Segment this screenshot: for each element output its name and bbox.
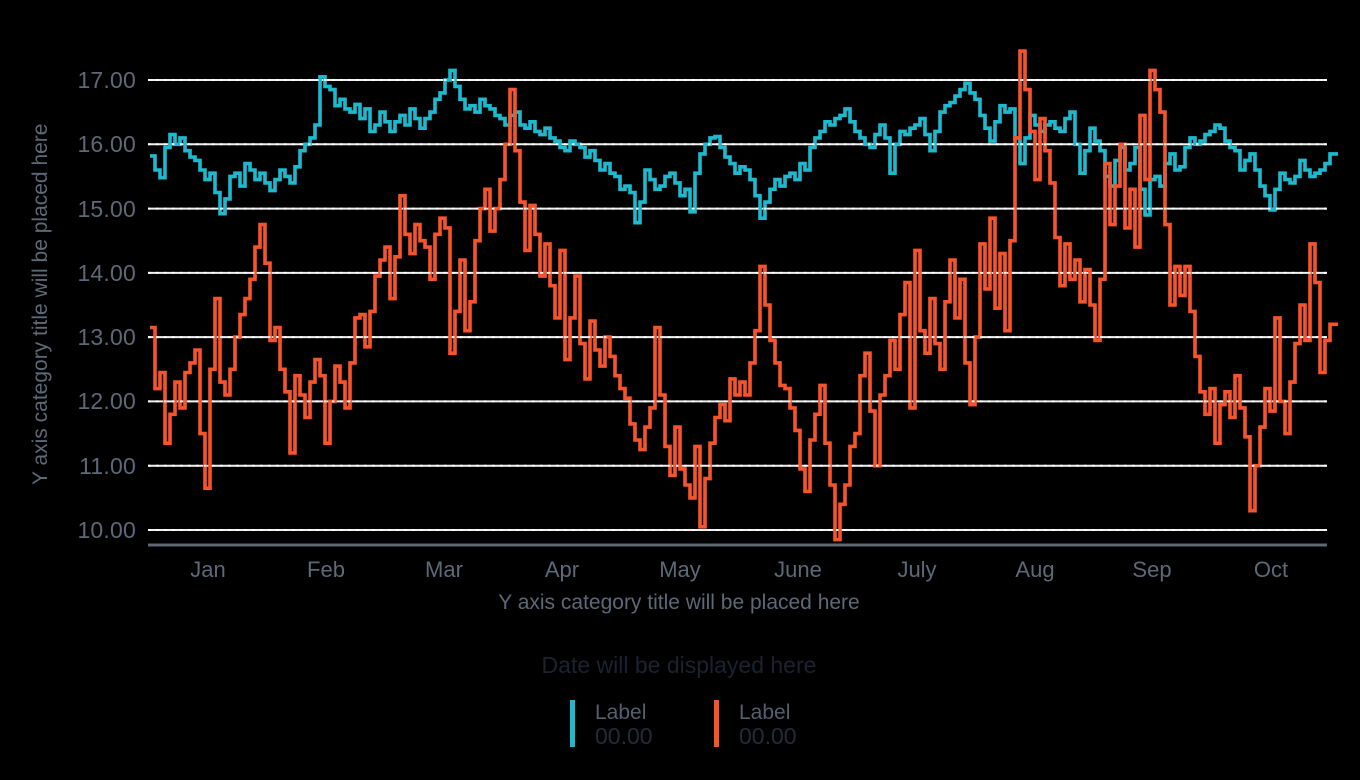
- y-tick-label: 17.00: [77, 67, 136, 93]
- series-1-line: [150, 68, 1338, 225]
- month-label: July: [897, 557, 937, 582]
- month-label: Mar: [425, 557, 463, 582]
- legend-value: 00.00: [595, 723, 653, 749]
- legend-label: Label: [595, 701, 647, 724]
- month-label: Sep: [1132, 557, 1172, 582]
- month-label: June: [774, 557, 822, 582]
- y-tick-label: 12.00: [77, 388, 136, 414]
- legend-label: Label: [739, 701, 791, 724]
- month-label: Feb: [307, 557, 345, 582]
- y-tick-label: 10.00: [77, 517, 136, 543]
- month-label: Apr: [544, 557, 580, 582]
- y-tick-label: 11.00: [79, 453, 136, 479]
- y-tick-label: 13.00: [77, 324, 136, 350]
- y-tick-label: 16.00: [77, 131, 136, 157]
- month-label: Jan: [190, 557, 226, 582]
- y-axis-title: Y axis category title will be placed her…: [29, 123, 52, 485]
- y-tick-label: 15.00: [77, 196, 136, 222]
- legend-item-series-2[interactable]: Label 00.00: [714, 700, 797, 749]
- series-2-line: [150, 49, 1338, 542]
- legend-value: 00.00: [739, 723, 797, 749]
- month-label: Oct: [1253, 557, 1289, 582]
- x-axis-title: Y axis category title will be placed her…: [498, 591, 860, 614]
- legend-swatch-teal: [570, 700, 575, 747]
- date-placeholder: Date will be displayed here: [541, 652, 817, 678]
- month-label: Aug: [1015, 557, 1055, 582]
- y-tick-label: 14.00: [77, 260, 136, 286]
- legend-item-series-1[interactable]: Label 00.00: [570, 700, 653, 749]
- month-label: May: [659, 557, 701, 582]
- legend-swatch-orange: [714, 700, 719, 747]
